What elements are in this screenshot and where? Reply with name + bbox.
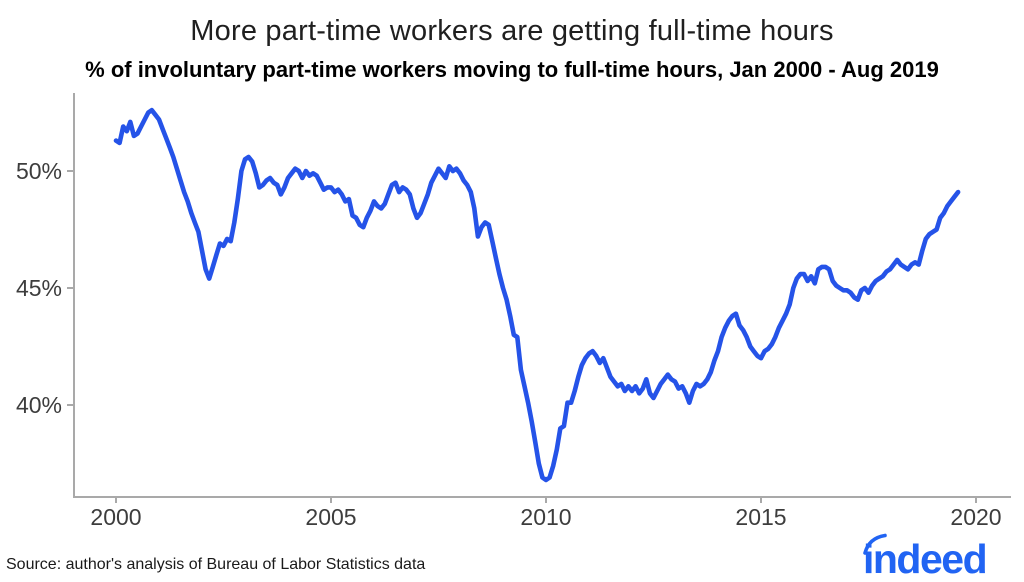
indeed-logo-text: indeed	[863, 536, 986, 578]
x-tick-label: 2015	[735, 504, 786, 530]
chart-subtitle: % of involuntary part-time workers movin…	[85, 57, 939, 82]
data-line	[113, 107, 961, 483]
y-tick-label: 50%	[16, 158, 62, 184]
x-tick-label: 2020	[950, 504, 1001, 530]
chart-title: More part-time workers are getting full-…	[190, 15, 834, 47]
x-tick-label: 2010	[520, 504, 571, 530]
indeed-logo: indeed	[862, 532, 1014, 582]
indeed-swoosh-icon	[863, 533, 887, 555]
x-tick-label: 2000	[90, 504, 141, 530]
source-note: Source: author's analysis of Bureau of L…	[6, 556, 426, 573]
y-tick-label: 45%	[16, 275, 62, 301]
y-tick-label: 40%	[16, 392, 62, 418]
x-tick-label: 2005	[305, 504, 356, 530]
